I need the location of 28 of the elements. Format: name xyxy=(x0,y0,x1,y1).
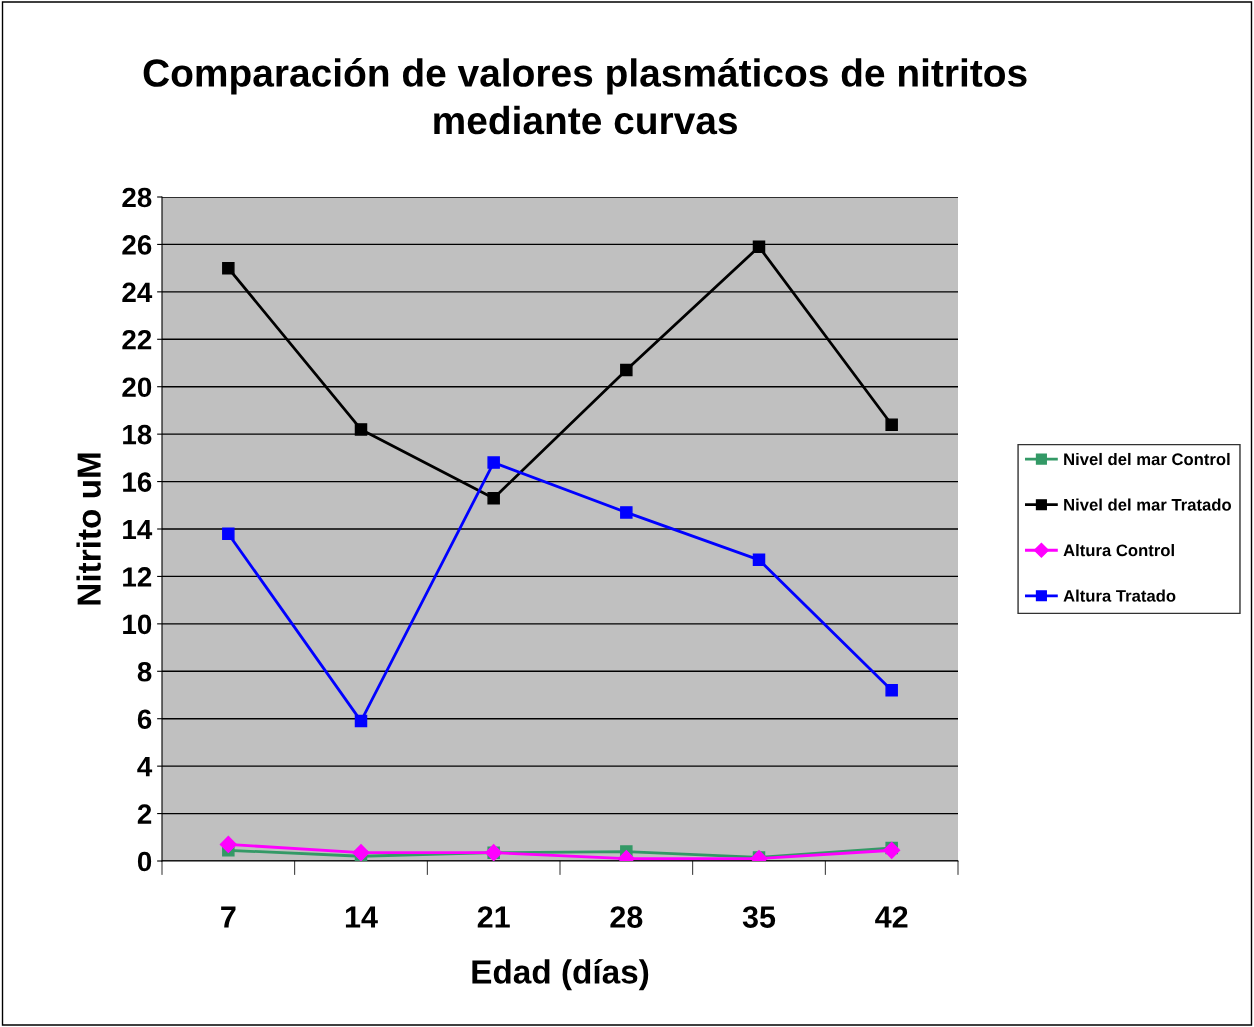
x-tick-label: 28 xyxy=(610,906,643,928)
legend-label: Altura Control xyxy=(1063,544,1174,557)
y-tick-label: 16 xyxy=(123,472,152,492)
chart-title: Comparación de valores plasmáticos de nitritos mediante curvas xyxy=(143,57,1027,135)
x-tick-label: 21 xyxy=(477,906,510,928)
y-axis-title: Nitrito uM xyxy=(76,453,101,605)
y-tick-label: 0 xyxy=(137,851,152,872)
legend-label: Nivel del mar Tratado xyxy=(1064,498,1231,511)
x-tick-label: 7 xyxy=(221,906,236,928)
y-tick-label: 22 xyxy=(122,329,152,350)
y-tick-label: 20 xyxy=(122,377,152,398)
x-axis-title: Edad (días) xyxy=(472,958,649,991)
y-tick-label: 10 xyxy=(123,614,152,635)
legend-label: Altura Tratado xyxy=(1063,589,1176,602)
y-tick-label: 6 xyxy=(137,709,152,730)
y-tick-label: 18 xyxy=(123,424,152,445)
x-tick-label: 42 xyxy=(875,906,908,928)
y-tick-label: 12 xyxy=(123,567,152,587)
y-tick-label: 26 xyxy=(122,235,152,255)
x-tick-label: 35 xyxy=(742,906,776,928)
y-tick-label: 8 xyxy=(137,661,152,682)
y-tick-label: 24 xyxy=(122,282,153,302)
x-tick-label: 14 xyxy=(345,906,378,928)
y-tick-label: 28 xyxy=(122,187,152,208)
y-tick-label: 2 xyxy=(137,804,152,824)
y-tick-label: 14 xyxy=(123,519,153,540)
y-tick-label: 4 xyxy=(137,757,153,777)
legend-label: Nivel del mar Control xyxy=(1064,452,1230,466)
